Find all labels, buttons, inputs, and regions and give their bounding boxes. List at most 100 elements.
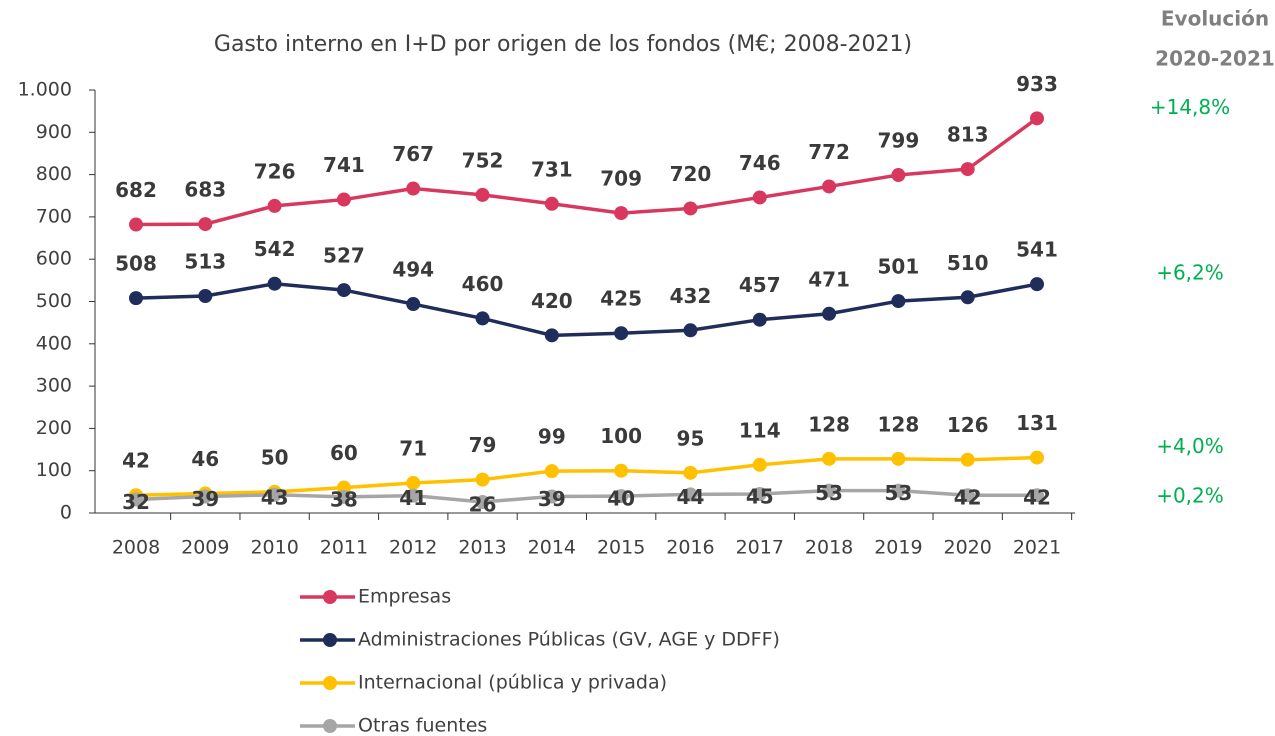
x-tick-label: 2018 — [805, 537, 853, 559]
data-point — [1029, 111, 1044, 126]
data-label: 38 — [330, 487, 358, 511]
data-point — [752, 190, 767, 205]
data-label: 32 — [122, 490, 150, 514]
data-label: 508 — [115, 252, 157, 276]
data-point — [683, 487, 698, 502]
data-label: 53 — [884, 481, 912, 505]
data-point — [475, 495, 490, 510]
data-point — [960, 290, 975, 305]
data-point — [1029, 277, 1044, 292]
data-point — [129, 217, 144, 232]
data-point — [267, 276, 282, 291]
data-point — [129, 492, 144, 507]
y-tick-label: 500 — [36, 290, 72, 312]
data-point — [614, 206, 629, 221]
data-point — [614, 489, 629, 504]
data-label: 425 — [600, 287, 642, 311]
data-point — [752, 486, 767, 501]
data-point — [267, 487, 282, 502]
data-label: 542 — [254, 237, 296, 261]
data-point — [614, 326, 629, 341]
data-label: 46 — [191, 447, 219, 471]
legend-label: Empresas — [358, 586, 451, 608]
series-line — [135, 116, 1039, 227]
data-point — [198, 489, 213, 504]
data-label: 99 — [538, 425, 566, 449]
data-label: 42 — [1023, 486, 1051, 510]
annotation-header: Evolución — [1161, 7, 1269, 31]
data-point — [822, 451, 837, 466]
data-label: 752 — [462, 148, 504, 172]
annotation-header: 2020-2021 — [1155, 47, 1275, 71]
legend-label: Otras fuentes — [358, 715, 487, 736]
series-line — [135, 281, 1038, 338]
x-tick-label: 2009 — [181, 537, 229, 559]
data-label: 95 — [677, 426, 705, 450]
data-label: 39 — [538, 487, 566, 511]
data-point — [544, 464, 559, 479]
x-tick-label: 2010 — [250, 537, 298, 559]
data-label: 126 — [947, 413, 989, 437]
data-label: 100 — [600, 424, 642, 448]
data-label: 731 — [531, 157, 573, 181]
annotation: +4,0% — [1156, 434, 1224, 458]
data-label: 541 — [1016, 238, 1058, 262]
data-label: 44 — [677, 485, 705, 509]
data-label: 726 — [254, 159, 296, 183]
data-point — [336, 192, 351, 207]
data-label: 53 — [815, 481, 843, 505]
data-point — [544, 489, 559, 504]
y-tick-label: 900 — [36, 121, 72, 143]
data-point — [822, 179, 837, 194]
data-point — [129, 291, 144, 306]
chart-title: Gasto interno en I+D por origen de los f… — [214, 32, 912, 57]
legend-label: Administraciones Públicas (GV, AGE y DDF… — [358, 629, 780, 651]
data-label: 128 — [808, 412, 850, 436]
data-point — [336, 489, 351, 504]
data-label: 471 — [808, 267, 850, 291]
x-tick-label: 2019 — [874, 537, 922, 559]
data-label: 128 — [878, 412, 920, 436]
data-point — [683, 465, 698, 480]
data-point — [544, 196, 559, 211]
data-label: 60 — [330, 441, 358, 465]
data-point — [891, 451, 906, 466]
data-label: 746 — [739, 151, 781, 175]
data-label: 510 — [947, 251, 989, 275]
data-label: 513 — [184, 250, 226, 274]
data-point — [406, 297, 421, 312]
data-point — [960, 452, 975, 467]
data-label: 50 — [261, 445, 289, 469]
data-point — [891, 294, 906, 309]
data-point — [475, 187, 490, 202]
data-point — [544, 328, 559, 343]
y-tick-label: 300 — [36, 375, 72, 397]
data-point — [406, 488, 421, 503]
data-point — [475, 472, 490, 487]
data-label: 114 — [739, 418, 781, 442]
data-point — [960, 488, 975, 503]
data-label: 527 — [323, 244, 365, 268]
data-label: 432 — [670, 284, 712, 308]
data-point — [891, 483, 906, 498]
legend-marker — [323, 590, 337, 604]
data-label: 683 — [184, 178, 226, 202]
data-point — [614, 463, 629, 478]
legend-marker — [323, 633, 337, 647]
data-point — [891, 168, 906, 183]
data-label: 741 — [323, 153, 365, 177]
data-point — [1029, 450, 1044, 465]
annotation: +14,8% — [1150, 95, 1230, 119]
data-label: 26 — [469, 493, 497, 517]
data-label: 682 — [115, 178, 157, 202]
data-label: 43 — [261, 485, 289, 509]
data-label: 767 — [392, 142, 434, 166]
x-tick-label: 2015 — [597, 537, 645, 559]
data-point — [752, 457, 767, 472]
series-line — [135, 455, 1038, 497]
data-label: 131 — [1016, 411, 1058, 435]
y-tick-label: 1.000 — [18, 79, 72, 101]
x-tick-label: 2017 — [736, 537, 784, 559]
data-point — [752, 312, 767, 327]
